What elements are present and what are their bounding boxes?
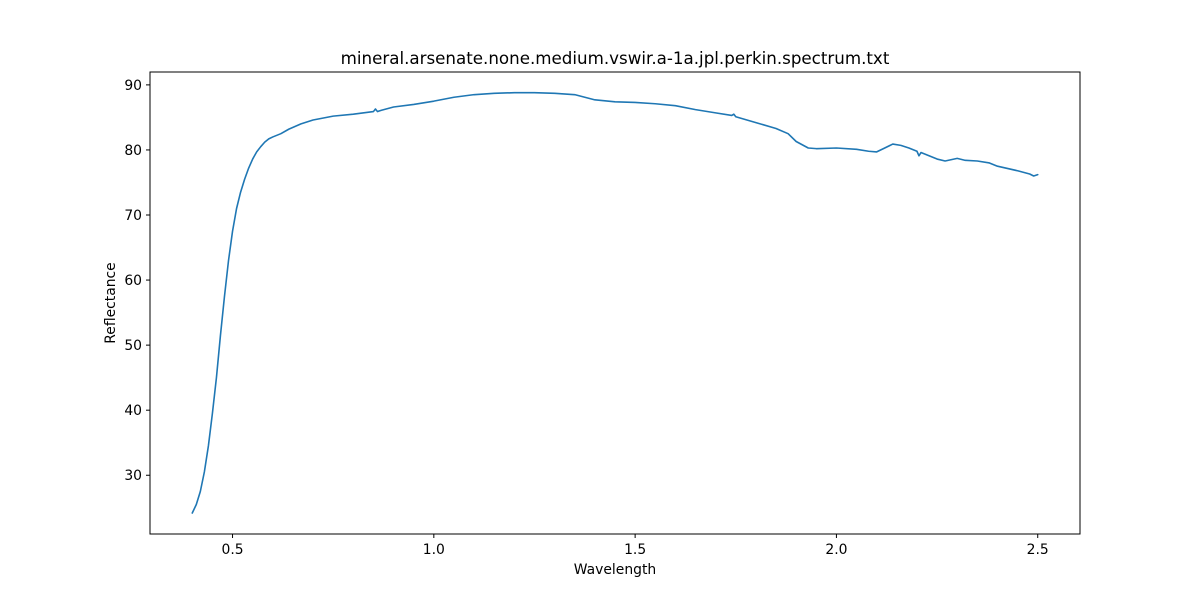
x-tick-label: 0.5 bbox=[221, 542, 243, 558]
y-tick-label: 90 bbox=[124, 78, 142, 94]
y-tick-label: 40 bbox=[124, 403, 142, 419]
chart-title: mineral.arsenate.none.medium.vswir.a-1a.… bbox=[341, 48, 890, 68]
axes-frame bbox=[149, 71, 1081, 535]
y-tick-label: 60 bbox=[124, 273, 142, 289]
x-tick-label: 2.5 bbox=[1027, 542, 1049, 558]
plot-area bbox=[150, 72, 1080, 534]
x-axis-ticks: 0.5 1.0 1.5 2.0 2.5 bbox=[221, 534, 1049, 558]
x-tick-label: 1.5 bbox=[624, 542, 646, 558]
y-tick-label: 80 bbox=[124, 143, 142, 159]
y-axis-ticks: 30 40 50 60 70 80 90 bbox=[124, 78, 150, 484]
spectrum-line-0 bbox=[191, 91, 1039, 514]
y-tick-label: 30 bbox=[124, 468, 142, 484]
x-tick-label: 1.0 bbox=[423, 542, 445, 558]
y-tick-label: 50 bbox=[124, 338, 142, 354]
x-tick-label: 2.0 bbox=[825, 542, 847, 558]
y-tick-label: 70 bbox=[124, 208, 142, 224]
series-layer bbox=[191, 91, 1039, 514]
x-axis-label: Wavelength bbox=[574, 562, 656, 578]
y-axis-label: Reflectance bbox=[103, 262, 119, 343]
